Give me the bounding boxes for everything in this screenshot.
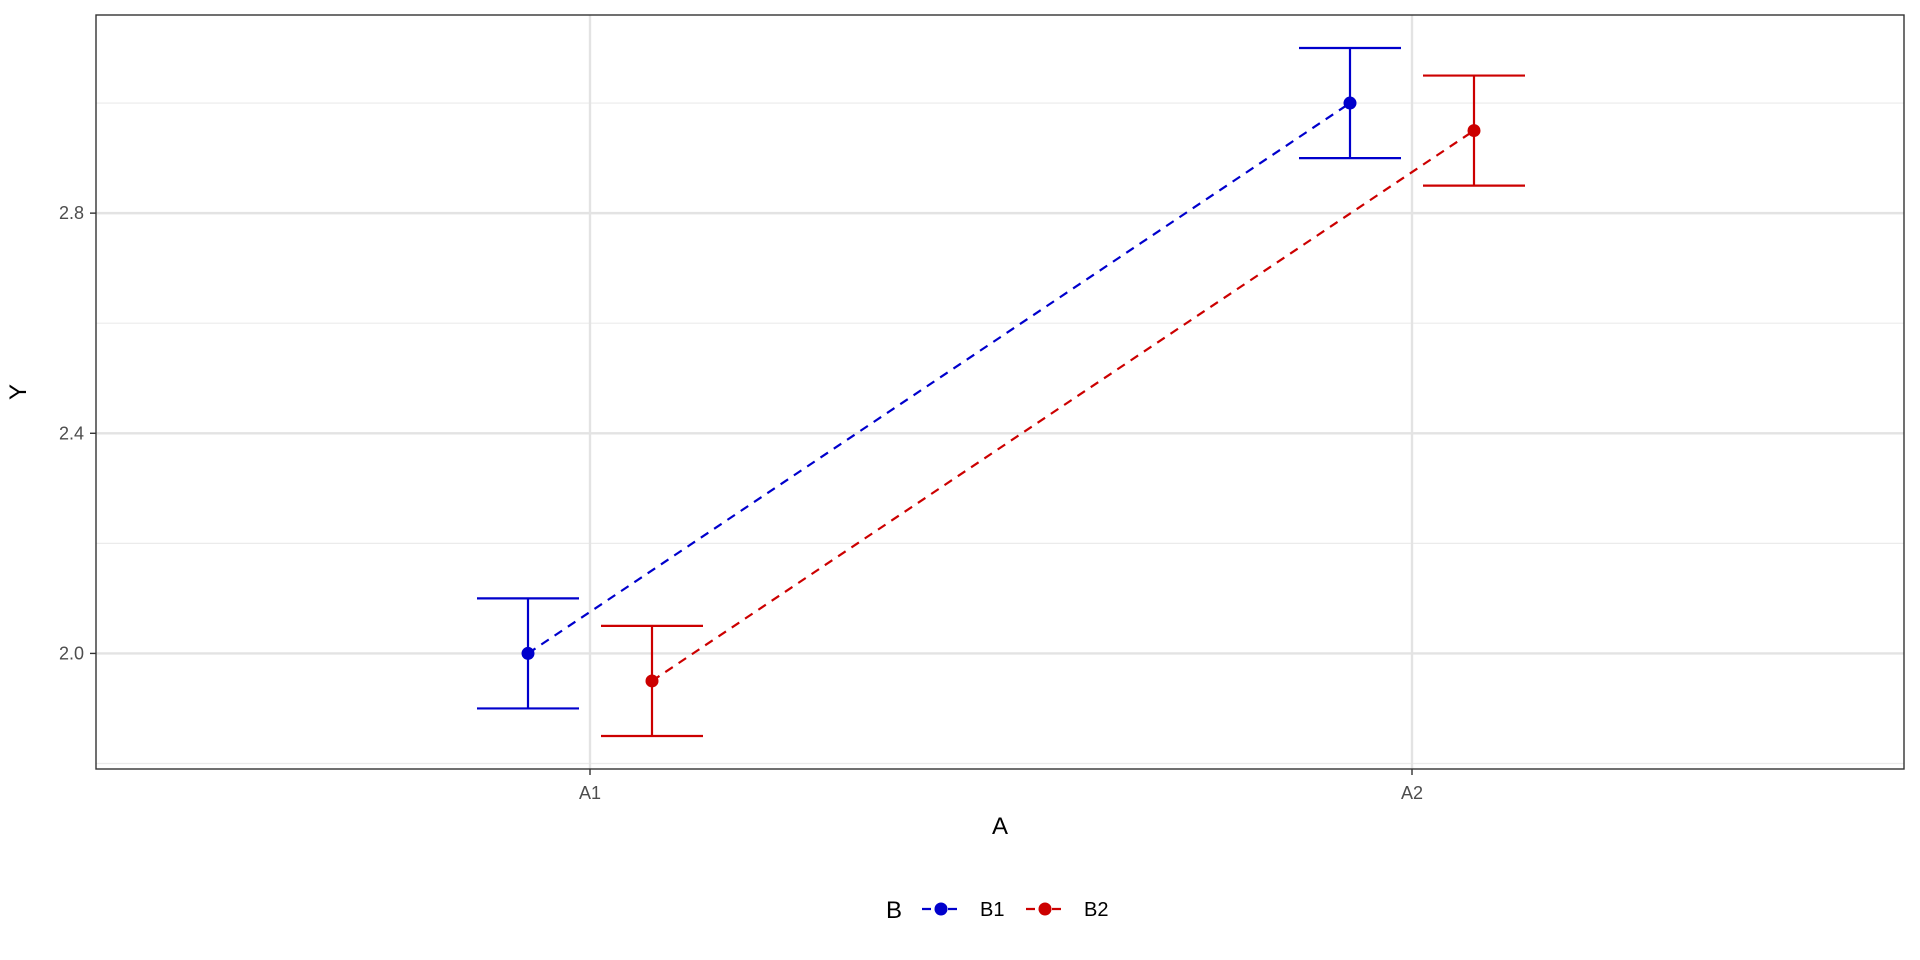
legend-key-point <box>934 902 948 916</box>
y-tick-labels: 2.0 2.4 2.8 <box>59 203 84 663</box>
series-B1 <box>477 46 1401 710</box>
series-B2 <box>601 74 1525 738</box>
data-point <box>521 646 535 660</box>
major-gridlines <box>96 15 1904 769</box>
legend-label: B2 <box>1084 899 1108 921</box>
legend-label: B1 <box>980 899 1004 921</box>
plot-panel-border <box>95 14 1905 770</box>
legend-item-B1: B1 <box>922 899 1004 921</box>
legend-item-B2: B2 <box>1026 899 1108 921</box>
y-tick-label: 2.8 <box>59 203 84 223</box>
x-tick-labels: A1 A2 <box>579 783 1423 803</box>
y-tick-label: 2.0 <box>59 643 84 663</box>
axis-ticks <box>90 212 1413 775</box>
data-point <box>1343 96 1357 110</box>
legend-key-point <box>1038 902 1052 916</box>
series-line <box>651 129 1475 682</box>
data-point <box>1467 124 1481 138</box>
minor-gridlines <box>96 102 1904 765</box>
legend-title: B <box>886 897 902 924</box>
x-axis-title: A <box>992 813 1008 840</box>
series-line <box>527 102 1351 655</box>
legend: B B1 B2 <box>886 897 1108 924</box>
y-tick-label: 2.4 <box>59 423 84 443</box>
series-layer <box>477 46 1525 738</box>
x-tick-label: A2 <box>1401 783 1423 803</box>
data-point <box>645 674 659 688</box>
x-tick-label: A1 <box>579 783 601 803</box>
y-axis-title: Y <box>5 384 32 400</box>
